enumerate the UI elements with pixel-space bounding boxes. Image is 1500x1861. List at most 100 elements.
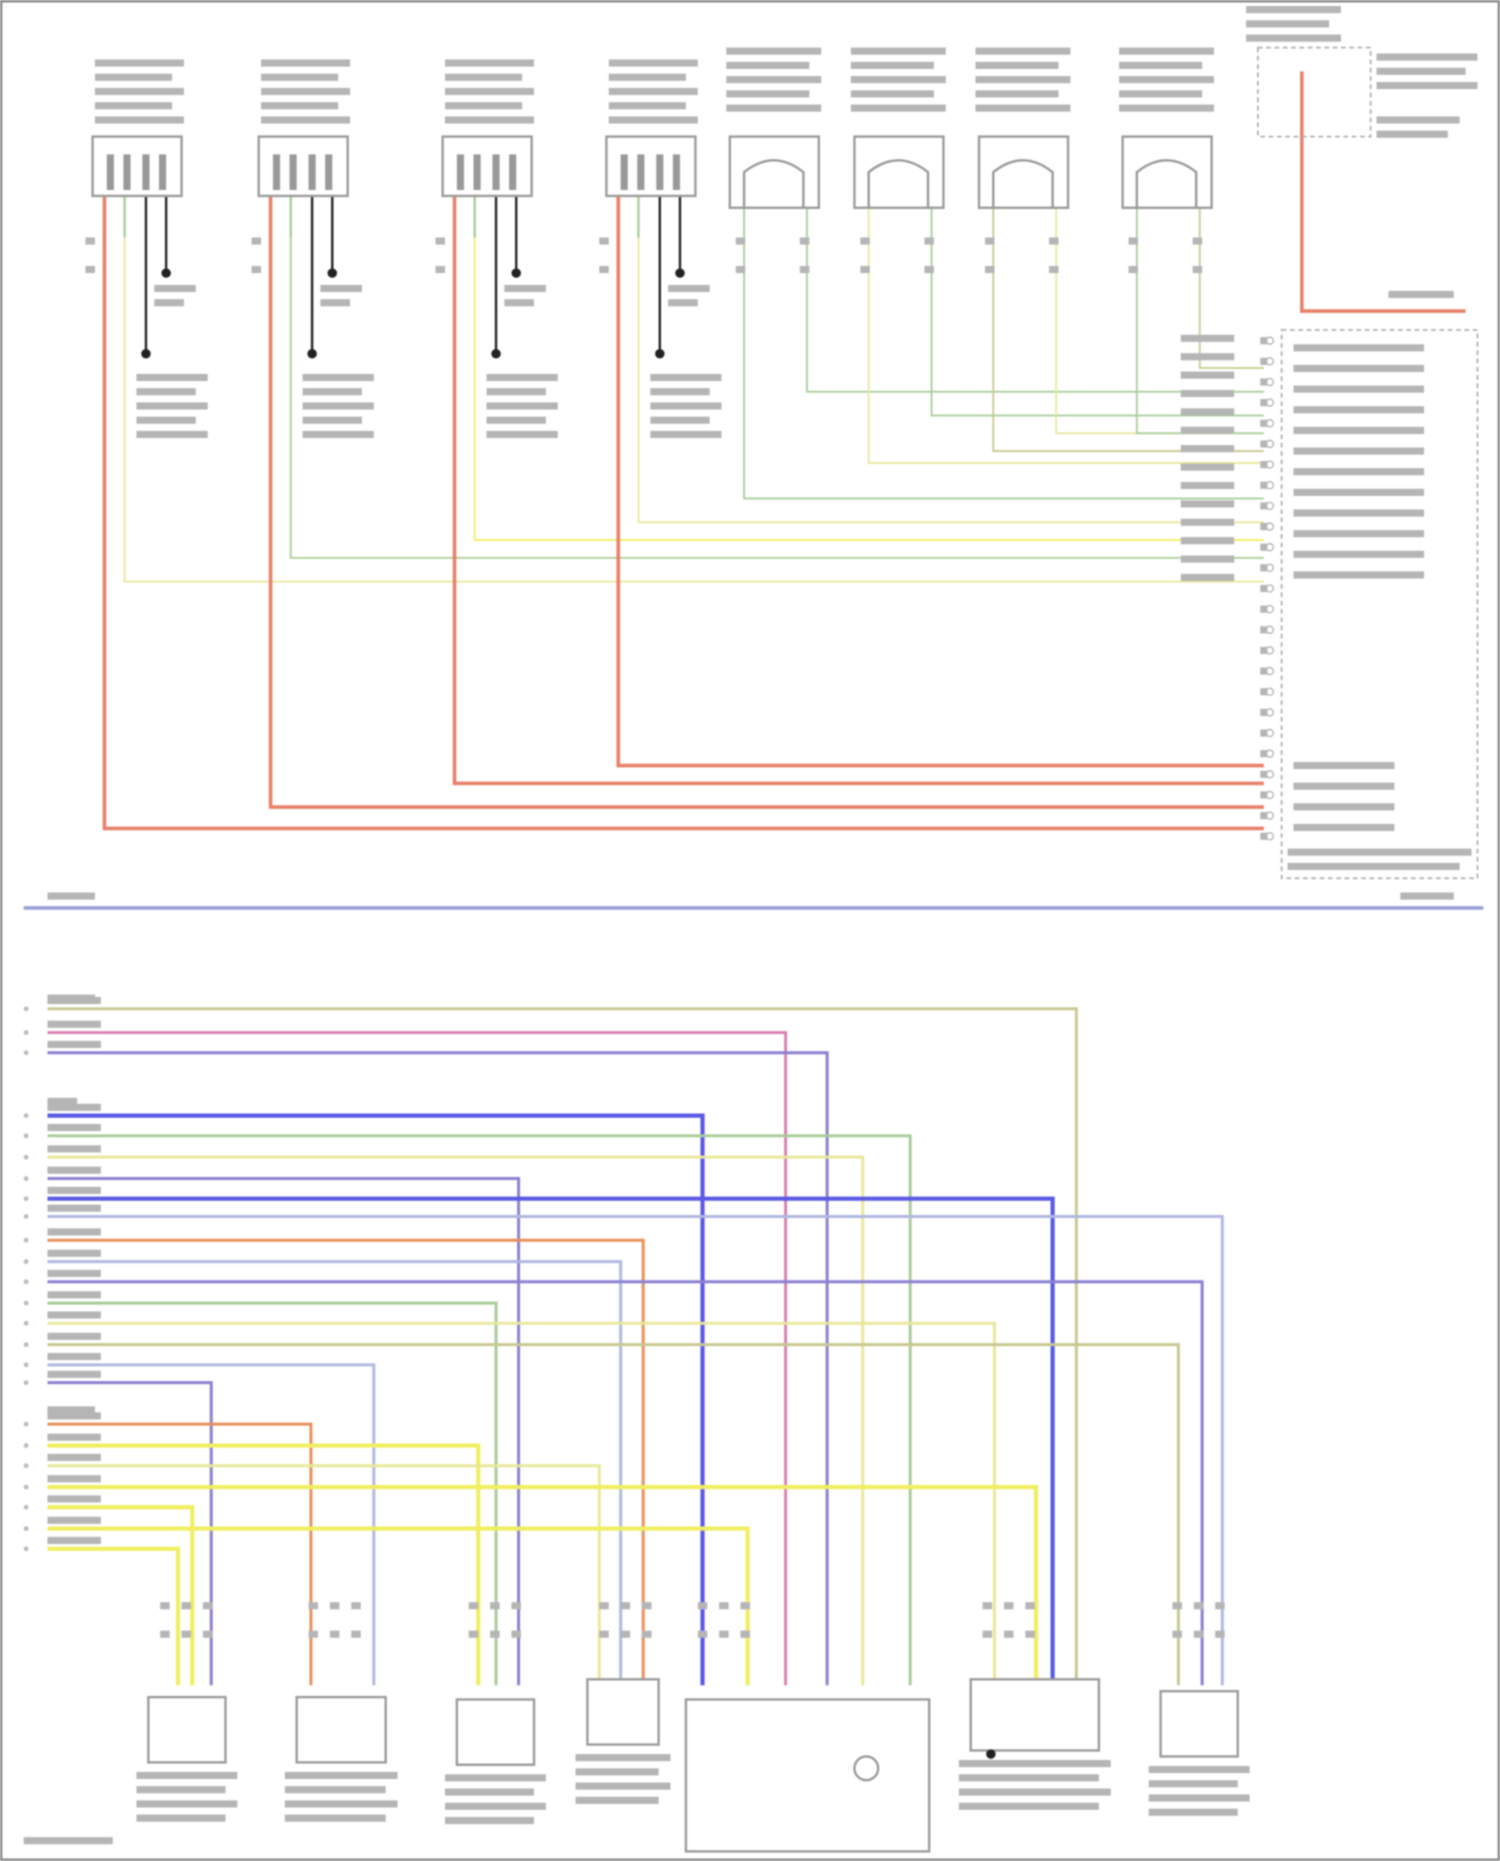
label-text-block [302,388,362,396]
connector-pin [23,1342,29,1348]
label-text-block [1260,522,1268,531]
label-text-block [490,1602,500,1610]
label-text-block [511,1602,521,1610]
label-text-block [136,402,208,410]
label-text-block [23,1837,113,1845]
label-text-block [202,1602,213,1610]
label-text-block [445,116,535,124]
label-text-block [1180,334,1235,342]
label-text-block [850,104,946,112]
ground-splice-dot [141,349,151,359]
label-text-block [1260,729,1268,737]
wire [47,1381,213,1686]
coil-terminal [672,154,680,190]
wire [47,1031,788,1686]
label-text-block [726,61,810,69]
label-text-block [1260,605,1268,613]
coil-terminal [272,154,281,190]
label-text-block [1180,481,1235,490]
label-text-block [47,1291,101,1299]
label-text-block [320,284,362,293]
label-text-block [1193,1630,1204,1638]
label-text-block [47,1311,101,1319]
ground-splice-dot [307,349,317,359]
coil-terminal [289,154,297,190]
wire [47,1505,195,1686]
label-text-block [308,1602,319,1610]
label-text-block [1260,812,1268,820]
label-text-block [860,237,870,245]
wire [992,207,1264,452]
label-text-block [445,59,535,67]
connector-pin [23,1050,29,1056]
wire [1300,71,1466,313]
label-text-block [136,1800,238,1808]
label-text-block [984,265,995,274]
label-text-block [47,994,95,1002]
label-text-block [284,1800,398,1808]
label-text-block [202,1630,213,1638]
label-text-block [445,73,523,81]
label-text-block [1260,750,1268,758]
label-text-block [599,1602,609,1610]
label-text-block [1293,406,1425,414]
label-text-block [1192,265,1203,274]
wire [268,195,1264,809]
label-text-block [1260,440,1268,448]
coil-terminal [308,154,316,190]
label-text-block [650,416,710,424]
ground-splice-dot [675,268,685,278]
label-text-block [1376,116,1460,124]
connector-pin [23,1279,29,1285]
coil-terminal [656,154,664,190]
connector-pin [23,1546,29,1552]
label-text-block [1293,385,1425,393]
label-text-block [1049,237,1059,245]
label-text-block [1293,761,1395,770]
label-text-block [47,1433,101,1441]
label-text-block [650,388,710,396]
label-text-block [435,237,446,245]
label-text-block [975,76,1071,84]
label-text-block [435,265,446,274]
label-text-block [726,90,810,98]
coil-terminal [620,154,628,190]
wire [930,207,1264,417]
label-text-block [1246,34,1341,42]
label-text-block [251,237,262,245]
label-text-block [47,1123,101,1132]
knock-sensor [586,1678,660,1746]
label-text-block [1246,20,1330,28]
label-text-block [697,1602,708,1610]
label-text-block [511,1630,521,1638]
label-text-block [136,1771,238,1779]
coil-terminal [492,154,500,190]
connector-pin [23,1176,29,1181]
label-text-block [1148,1808,1238,1816]
label-text-block [850,90,934,98]
wire [47,1113,705,1686]
label-text-block [1192,237,1203,245]
label-text-block [486,430,558,439]
label-text-block [136,416,196,424]
label-text-block [1172,1630,1182,1638]
label-text-block [47,1228,101,1236]
ignition-coil-connector [605,135,697,198]
label-text-block [608,102,686,110]
label-text-block [181,1602,192,1610]
label-text-block [599,1630,609,1638]
coil-terminal [159,154,167,190]
connector-pin [23,1113,29,1118]
coil-terminal [637,154,645,190]
label-text-block [1260,667,1268,675]
connector-pin [23,1259,29,1264]
label-text-block [1180,500,1235,508]
ground-splice-dot [655,349,665,359]
label-text-block [154,299,184,307]
injector-body [742,159,805,208]
label-text-block [47,1370,101,1378]
label-text-block [302,416,362,424]
wire [47,1007,1078,1686]
label-text-block [1025,1602,1035,1610]
label-text-block [1260,770,1268,778]
